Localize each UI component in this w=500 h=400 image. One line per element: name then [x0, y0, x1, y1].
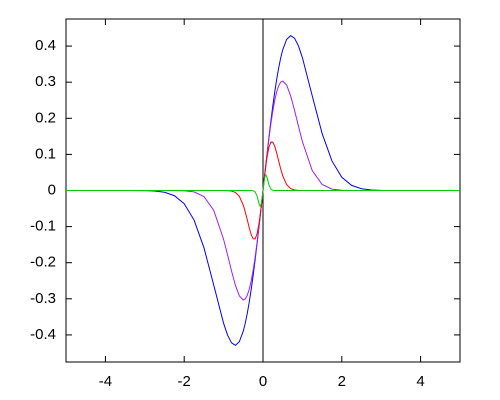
y-tick-label: 0.4 [35, 37, 56, 54]
x-tick-label: 4 [416, 373, 424, 390]
y-tick-label: -0.1 [30, 218, 56, 235]
y-tick-label: -0.4 [30, 326, 56, 343]
y-tick-label: 0.1 [35, 145, 56, 162]
x-tick-label: 2 [338, 373, 346, 390]
y-tick-label: 0.3 [35, 73, 56, 90]
y-tick-label: 0 [48, 181, 56, 198]
y-tick-label: -0.2 [30, 254, 56, 271]
x-tick-label: 0 [259, 373, 267, 390]
y-tick-label: 0.2 [35, 109, 56, 126]
x-tick-label: -4 [99, 373, 112, 390]
series-line [66, 174, 460, 207]
y-tick-label: -0.3 [30, 290, 56, 307]
x-tick-label: -2 [178, 373, 191, 390]
